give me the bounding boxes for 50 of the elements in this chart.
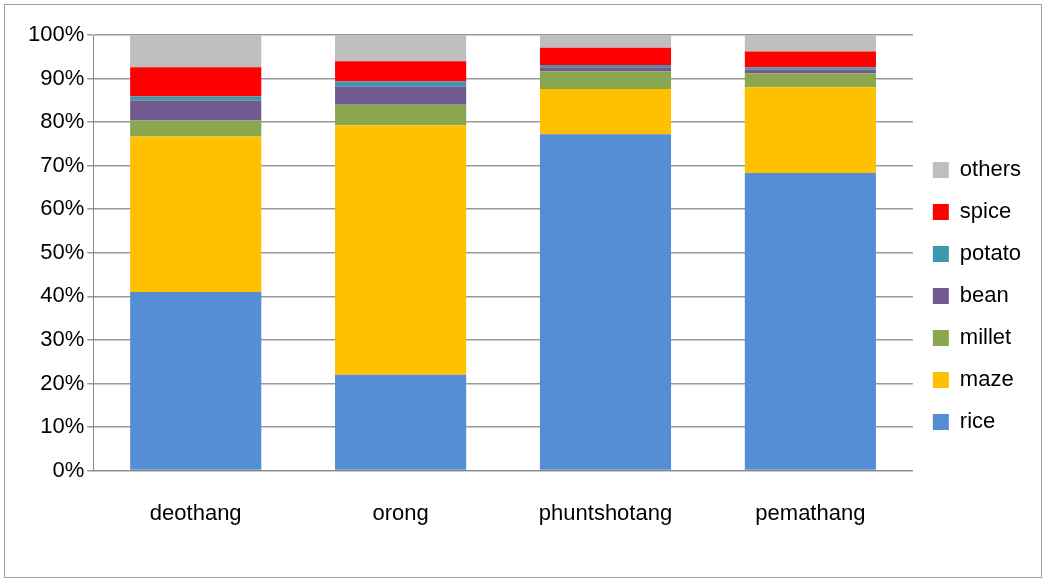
legend-label: others (959, 156, 1021, 182)
x-tick-label: deothang (149, 499, 242, 525)
y-tick-label: 90% (40, 64, 85, 90)
legend-label: bean (959, 282, 1009, 308)
y-tick-label: 60% (40, 195, 85, 221)
bar (744, 87, 876, 174)
bar (539, 47, 672, 66)
bar (335, 61, 467, 82)
y-tick-label: 10% (40, 413, 85, 439)
bar (744, 67, 876, 70)
bar (744, 73, 876, 88)
y-tick-label: 40% (40, 282, 85, 308)
bar (130, 120, 262, 137)
bar (744, 51, 876, 68)
x-tick-label: phuntshotang (538, 499, 673, 525)
y-tick-label: 80% (40, 108, 85, 134)
bar (539, 134, 672, 470)
bar (130, 67, 262, 97)
bar (130, 96, 262, 101)
bar (539, 67, 672, 72)
bar (335, 35, 467, 62)
bar (130, 136, 262, 292)
y-tick-label: 70% (40, 151, 85, 177)
y-tick-label: 0% (52, 456, 85, 482)
bar (539, 35, 672, 48)
legend-label: spice (959, 198, 1012, 224)
bar (744, 35, 876, 52)
bar (744, 69, 876, 74)
y-tick-label: 100% (27, 21, 85, 47)
y-tick-label: 50% (40, 238, 85, 264)
x-tick-label: orong (372, 499, 429, 525)
bar (335, 125, 467, 375)
y-tick-label: 30% (40, 325, 85, 351)
y-tick-label: 20% (40, 369, 85, 395)
bar (130, 292, 262, 470)
legend-label: millet (959, 324, 1012, 350)
legend-label: maze (959, 366, 1014, 392)
bar (335, 86, 467, 105)
x-tick-label: pemathang (755, 499, 866, 525)
bar (130, 35, 262, 68)
bar (335, 81, 467, 87)
bar (744, 173, 876, 470)
bar (335, 374, 467, 470)
bar (130, 100, 262, 121)
bar (539, 71, 672, 90)
legend-label: rice (959, 408, 996, 434)
legend-label: potato (959, 240, 1022, 266)
bar (335, 104, 467, 126)
bar (539, 65, 672, 68)
bar (539, 89, 672, 135)
